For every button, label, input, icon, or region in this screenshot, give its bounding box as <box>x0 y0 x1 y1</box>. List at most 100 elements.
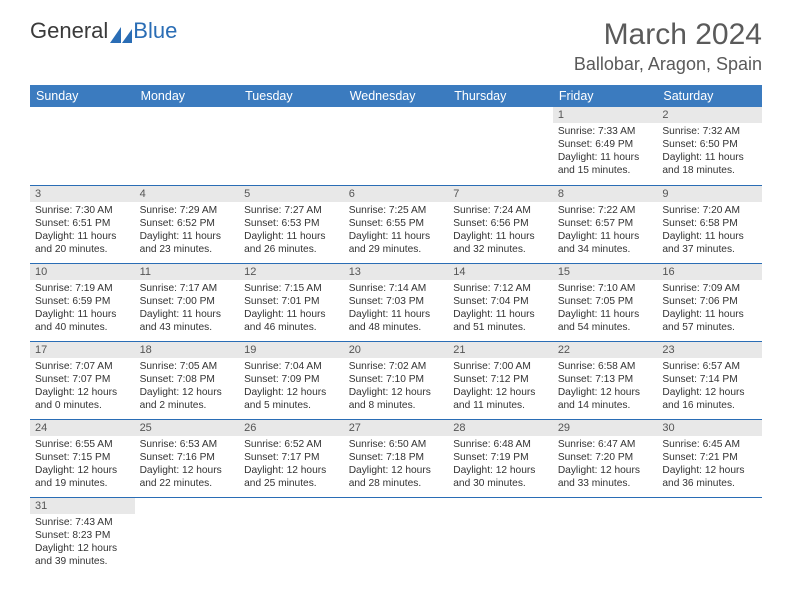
sunset-line: Sunset: 7:15 PM <box>35 451 130 464</box>
calendar-cell: 26Sunrise: 6:52 AMSunset: 7:17 PMDayligh… <box>239 419 344 497</box>
calendar-cell: 1Sunrise: 7:33 AMSunset: 6:49 PMDaylight… <box>553 107 658 185</box>
sunset-line: Sunset: 7:00 PM <box>140 295 235 308</box>
calendar-cell: 21Sunrise: 7:00 AMSunset: 7:12 PMDayligh… <box>448 341 553 419</box>
daylight-line: Daylight: 12 hours and 2 minutes. <box>140 386 235 412</box>
logo-text-1: General <box>30 18 108 44</box>
day-content: Sunrise: 6:58 AMSunset: 7:13 PMDaylight:… <box>553 358 658 415</box>
day-number <box>553 498 658 514</box>
daylight-line: Daylight: 11 hours and 43 minutes. <box>140 308 235 334</box>
calendar-row: 3Sunrise: 7:30 AMSunset: 6:51 PMDaylight… <box>30 185 762 263</box>
day-content: Sunrise: 6:52 AMSunset: 7:17 PMDaylight:… <box>239 436 344 493</box>
calendar-cell <box>239 107 344 185</box>
sunrise-line: Sunrise: 7:12 AM <box>453 282 548 295</box>
sunset-line: Sunset: 6:52 PM <box>140 217 235 230</box>
sunset-line: Sunset: 8:23 PM <box>35 529 130 542</box>
calendar-cell: 13Sunrise: 7:14 AMSunset: 7:03 PMDayligh… <box>344 263 449 341</box>
sunrise-line: Sunrise: 7:17 AM <box>140 282 235 295</box>
sunset-line: Sunset: 6:49 PM <box>558 138 653 151</box>
calendar-cell: 20Sunrise: 7:02 AMSunset: 7:10 PMDayligh… <box>344 341 449 419</box>
sunrise-line: Sunrise: 7:33 AM <box>558 125 653 138</box>
sunset-line: Sunset: 6:59 PM <box>35 295 130 308</box>
sunset-line: Sunset: 7:03 PM <box>349 295 444 308</box>
day-content: Sunrise: 7:05 AMSunset: 7:08 PMDaylight:… <box>135 358 240 415</box>
calendar-cell <box>448 497 553 575</box>
sunset-line: Sunset: 6:58 PM <box>662 217 757 230</box>
day-number <box>30 107 135 123</box>
day-number: 18 <box>135 342 240 358</box>
calendar-cell: 25Sunrise: 6:53 AMSunset: 7:16 PMDayligh… <box>135 419 240 497</box>
sunrise-line: Sunrise: 7:10 AM <box>558 282 653 295</box>
day-number: 11 <box>135 264 240 280</box>
day-number <box>344 107 449 123</box>
calendar-table: SundayMondayTuesdayWednesdayThursdayFrid… <box>30 85 762 575</box>
weekday-header: Wednesday <box>344 85 449 107</box>
calendar-cell: 17Sunrise: 7:07 AMSunset: 7:07 PMDayligh… <box>30 341 135 419</box>
daylight-line: Daylight: 12 hours and 19 minutes. <box>35 464 130 490</box>
daylight-line: Daylight: 11 hours and 29 minutes. <box>349 230 444 256</box>
daylight-line: Daylight: 11 hours and 37 minutes. <box>662 230 757 256</box>
sunrise-line: Sunrise: 7:43 AM <box>35 516 130 529</box>
sunset-line: Sunset: 7:14 PM <box>662 373 757 386</box>
day-number <box>657 498 762 514</box>
day-number: 6 <box>344 186 449 202</box>
sunrise-line: Sunrise: 7:09 AM <box>662 282 757 295</box>
sunrise-line: Sunrise: 6:45 AM <box>662 438 757 451</box>
calendar-cell <box>657 497 762 575</box>
daylight-line: Daylight: 11 hours and 48 minutes. <box>349 308 444 334</box>
calendar-cell: 29 Sunrise: 6:47 AMSunset: 7:20 PMDayligh… <box>553 419 658 497</box>
logo: GeneralBlue <box>30 18 177 44</box>
sunset-line: Sunset: 7:13 PM <box>558 373 653 386</box>
day-number: 28 <box>448 420 553 436</box>
day-number: 31 <box>30 498 135 514</box>
day-number: 29 <box>553 420 658 436</box>
day-number: 3 <box>30 186 135 202</box>
day-content: Sunrise: 7:10 AMSunset: 7:05 PMDaylight:… <box>553 280 658 337</box>
daylight-line: Daylight: 11 hours and 23 minutes. <box>140 230 235 256</box>
day-content: Sunrise: 7:33 AMSunset: 6:49 PMDaylight:… <box>553 123 658 180</box>
weekday-header: Saturday <box>657 85 762 107</box>
day-content: Sunrise: 7:24 AMSunset: 6:56 PMDaylight:… <box>448 202 553 259</box>
day-number: 17 <box>30 342 135 358</box>
sunrise-line: Sunrise: 7:27 AM <box>244 204 339 217</box>
day-number: 13 <box>344 264 449 280</box>
calendar-cell: 10Sunrise: 7:19 AMSunset: 6:59 PMDayligh… <box>30 263 135 341</box>
day-number: 9 <box>657 186 762 202</box>
calendar-cell <box>553 497 658 575</box>
daylight-line: Daylight: 12 hours and 25 minutes. <box>244 464 339 490</box>
sunset-line: Sunset: 7:06 PM <box>662 295 757 308</box>
sunset-line: Sunset: 7:21 PM <box>662 451 757 464</box>
weekday-header: Tuesday <box>239 85 344 107</box>
sunset-line: Sunset: 7:05 PM <box>558 295 653 308</box>
day-content: Sunrise: 7:19 AMSunset: 6:59 PMDaylight:… <box>30 280 135 337</box>
sunset-line: Sunset: 7:04 PM <box>453 295 548 308</box>
day-content: Sunrise: 7:20 AMSunset: 6:58 PMDaylight:… <box>657 202 762 259</box>
sunset-line: Sunset: 7:18 PM <box>349 451 444 464</box>
sail-icon <box>110 23 132 39</box>
sunset-line: Sunset: 7:20 PM <box>558 451 653 464</box>
sunrise-line: Sunrise: 7:02 AM <box>349 360 444 373</box>
calendar-cell: 23Sunrise: 6:57 AMSunset: 7:14 PMDayligh… <box>657 341 762 419</box>
day-number <box>135 107 240 123</box>
day-number <box>239 107 344 123</box>
sunrise-line: Sunrise: 7:05 AM <box>140 360 235 373</box>
sunset-line: Sunset: 7:16 PM <box>140 451 235 464</box>
day-number: 26 <box>239 420 344 436</box>
day-number <box>344 498 449 514</box>
day-number: 24 <box>30 420 135 436</box>
sunrise-line: Sunrise: 6:47 AM <box>558 438 653 451</box>
sunrise-line: Sunrise: 6:55 AM <box>35 438 130 451</box>
day-number: 30 <box>657 420 762 436</box>
sunrise-line: Sunrise: 7:29 AM <box>140 204 235 217</box>
sunrise-line: Sunrise: 7:20 AM <box>662 204 757 217</box>
daylight-line: Daylight: 12 hours and 33 minutes. <box>558 464 653 490</box>
day-number: 14 <box>448 264 553 280</box>
sunset-line: Sunset: 6:50 PM <box>662 138 757 151</box>
sunset-line: Sunset: 7:17 PM <box>244 451 339 464</box>
calendar-cell: 8Sunrise: 7:22 AMSunset: 6:57 PMDaylight… <box>553 185 658 263</box>
daylight-line: Daylight: 12 hours and 39 minutes. <box>35 542 130 568</box>
day-number <box>135 498 240 514</box>
sunrise-line: Sunrise: 7:30 AM <box>35 204 130 217</box>
day-content: Sunrise: 6:57 AMSunset: 7:14 PMDaylight:… <box>657 358 762 415</box>
day-number: 2 <box>657 107 762 123</box>
day-content: Sunrise: 7:25 AMSunset: 6:55 PMDaylight:… <box>344 202 449 259</box>
